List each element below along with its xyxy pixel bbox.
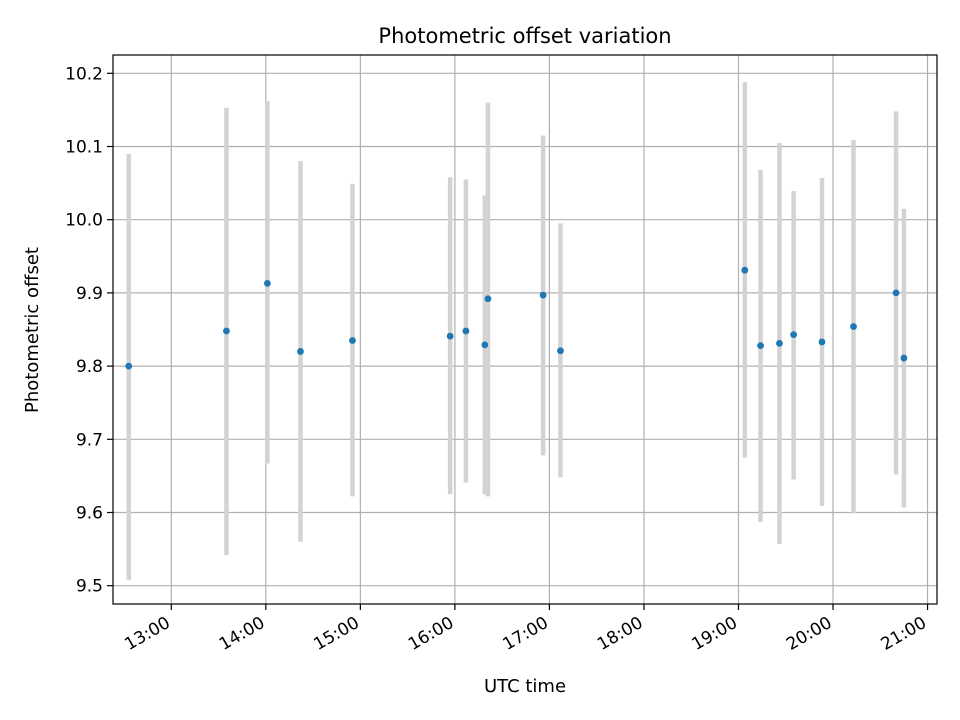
data-point xyxy=(125,362,133,370)
y-tick-label: 10.0 xyxy=(65,211,103,231)
y-tick-label: 9.7 xyxy=(76,430,103,450)
grid xyxy=(113,55,937,604)
y-axis-label: Photometric offset xyxy=(22,247,43,413)
data-point xyxy=(790,331,798,339)
data-point xyxy=(481,341,489,349)
data-point xyxy=(484,295,492,303)
x-tick-label: 16:00 xyxy=(405,613,457,655)
x-tick-label: 14:00 xyxy=(216,613,268,655)
data-points xyxy=(125,266,908,370)
data-point xyxy=(892,289,900,297)
data-point xyxy=(446,332,454,340)
data-point xyxy=(462,327,470,335)
data-point xyxy=(818,338,826,346)
y-axis-ticks: 9.5 9.6 9.7 9.8 9.9 10.0 10.1 10.2 xyxy=(65,64,113,597)
error-bars xyxy=(126,82,907,580)
y-tick-label: 10.1 xyxy=(65,138,103,158)
x-tick-label: 19:00 xyxy=(689,613,741,655)
x-axis-ticks: 13:00 14:00 15:00 16:00 17:00 18:00 19:00 20:00… xyxy=(121,604,930,655)
x-tick-label: 17:00 xyxy=(499,613,551,655)
data-point xyxy=(539,291,547,299)
y-tick-label: 9.6 xyxy=(76,504,103,524)
data-point xyxy=(776,340,783,347)
data-point xyxy=(264,279,271,287)
x-tick-label: 20:00 xyxy=(783,613,835,655)
y-tick-label: 9.9 xyxy=(76,284,103,304)
x-axis-label: UTC time xyxy=(484,676,566,697)
data-point xyxy=(557,347,564,355)
x-tick-label: 15:00 xyxy=(310,613,362,655)
data-point xyxy=(223,327,230,335)
y-tick-label: 9.8 xyxy=(76,357,103,377)
data-point xyxy=(850,323,857,330)
chart-title: Photometric offset variation xyxy=(378,24,671,48)
data-point xyxy=(741,266,749,274)
data-point xyxy=(349,337,356,344)
x-tick-label: 13:00 xyxy=(121,613,173,655)
data-point xyxy=(900,354,908,362)
x-tick-label: 21:00 xyxy=(878,613,930,655)
y-tick-label: 9.5 xyxy=(76,577,103,597)
x-tick-label: 18:00 xyxy=(594,613,646,655)
data-point xyxy=(757,342,764,350)
data-point xyxy=(297,348,304,355)
y-tick-label: 10.2 xyxy=(65,64,103,84)
plot-frame xyxy=(112,54,938,605)
